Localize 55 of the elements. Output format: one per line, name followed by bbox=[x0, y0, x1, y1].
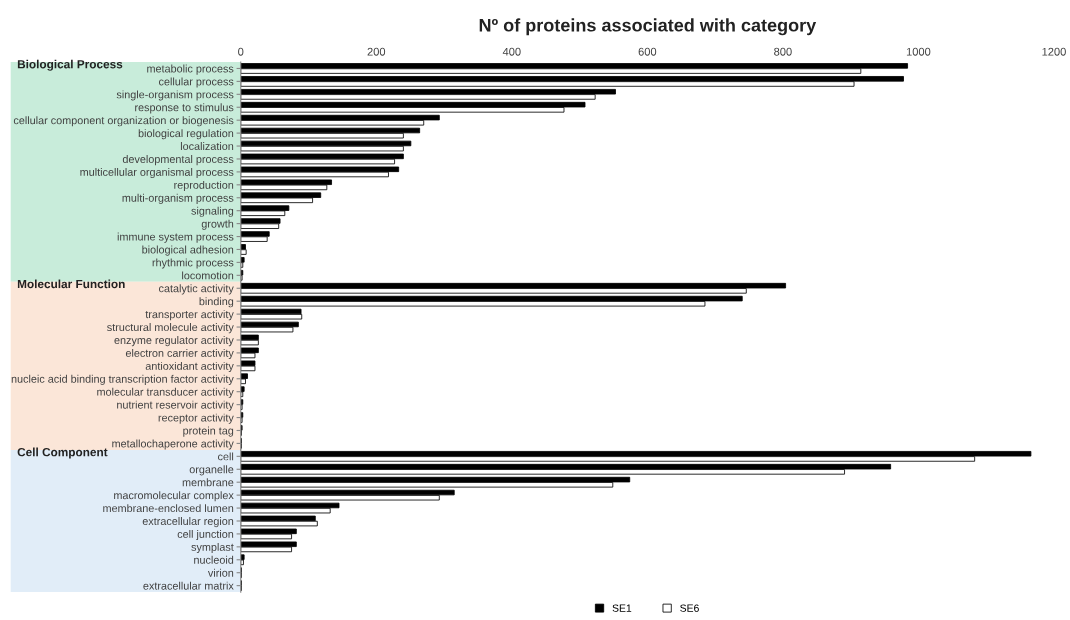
x-tick-label: 1000 bbox=[906, 47, 931, 56]
y-tick-label: electron carrier activity bbox=[125, 348, 234, 360]
y-tick-label: binding bbox=[199, 297, 234, 308]
y-tick-label: metallochaperone activity bbox=[112, 439, 234, 450]
y-tick-label: structural molecule activity bbox=[107, 323, 234, 334]
y-tick-label: multicellular organismal process bbox=[80, 167, 234, 179]
y-tick-label: single-organism process bbox=[116, 90, 234, 101]
y-tick-label: growth bbox=[201, 219, 234, 230]
y-tick-label: nutrient reservoir activity bbox=[117, 400, 234, 411]
y-tick-label: reproduction bbox=[174, 180, 234, 191]
y-tick-label: membrane-enclosed lumen bbox=[103, 504, 234, 513]
y-tick-label: nucleic acid binding transcription factor activity bbox=[11, 374, 234, 385]
x-tick-label: 1200 bbox=[1042, 47, 1066, 56]
y-tick-label: molecular transducer activity bbox=[97, 387, 234, 398]
y-tick-label: membrane bbox=[182, 478, 234, 487]
y-tick-label: metabolic process bbox=[147, 64, 234, 75]
y-tick-label: virion bbox=[207, 568, 234, 577]
x-tick-label: 200 bbox=[367, 47, 386, 56]
y-tick-label: extracellular region bbox=[142, 517, 234, 528]
y-tick-label: macromolecular complex bbox=[114, 491, 234, 502]
y-tick-label: receptor activity bbox=[158, 413, 234, 424]
y-tick-label: catalytic activity bbox=[159, 284, 234, 295]
y-tick-label: protein tag bbox=[183, 426, 234, 437]
y-tick-label: cell junction bbox=[177, 529, 234, 541]
y-tick-label: multi-organism process bbox=[122, 193, 234, 204]
legend-label: SE6 bbox=[680, 604, 699, 612]
x-tick-label: 0 bbox=[238, 47, 244, 56]
y-tick-label: biological regulation bbox=[138, 129, 234, 140]
bar bbox=[240, 541, 297, 548]
y-axis-title: Biological Process bbox=[17, 59, 123, 71]
y-tick-label: extracellular matrix bbox=[143, 581, 234, 590]
y-tick-label: signaling bbox=[191, 206, 234, 217]
y-tick-label: nucleoid bbox=[194, 555, 234, 564]
y-tick-label: antioxidant activity bbox=[145, 361, 234, 373]
y-tick-label: response to stimulus bbox=[135, 103, 234, 114]
y-tick-label: rhythmic process bbox=[152, 258, 234, 269]
y-axis-title: Molecular Function bbox=[17, 279, 125, 289]
y-tick-label: locomotion bbox=[182, 271, 234, 280]
y-axis-title: Cell Component bbox=[17, 447, 108, 459]
y-tick-label: cellular component organization or biogenesis bbox=[13, 116, 234, 127]
x-tick-label: 400 bbox=[502, 47, 521, 56]
y-tick-label: cellular process bbox=[159, 77, 234, 88]
y-tick-label: symplast bbox=[191, 542, 234, 554]
legend-label: SE1 bbox=[612, 604, 632, 612]
y-tick-label: enzyme regulator activity bbox=[114, 336, 234, 347]
x-tick-label: 600 bbox=[638, 47, 657, 56]
y-tick-label: organelle bbox=[189, 465, 234, 476]
y-tick-label: transporter activity bbox=[145, 310, 234, 321]
y-tick-label: developmental process bbox=[122, 155, 234, 166]
chart-title: Nº of proteins associated with category bbox=[479, 18, 817, 36]
y-tick-label: localization bbox=[180, 142, 234, 151]
y-tick-label: cell bbox=[218, 452, 234, 461]
x-tick-label: 800 bbox=[774, 47, 792, 56]
y-tick-label: immune system process bbox=[117, 232, 234, 243]
y-tick-label: biological adhesion bbox=[142, 245, 234, 256]
